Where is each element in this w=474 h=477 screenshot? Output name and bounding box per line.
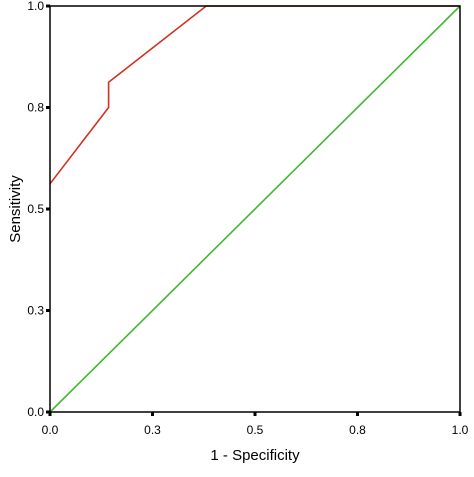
y-tick-label: 0.5 — [27, 202, 44, 216]
x-tick-label: 0.3 — [144, 423, 161, 437]
y-tick-label: 0.0 — [27, 405, 44, 419]
y-tick-label: 0.3 — [27, 304, 44, 318]
x-tick-label: 0.8 — [349, 423, 366, 437]
series-line-2 — [49, 5, 461, 413]
chart-marks — [49, 5, 461, 413]
series-line-1 — [49, 5, 460, 185]
x-axis-title: 1 - Specificity — [210, 447, 300, 464]
x-tick-label: 0.0 — [42, 423, 59, 437]
y-axis-title: Sensitivity — [7, 175, 24, 243]
axis-ticks: 0.0 0.3 0.5 0.8 1.0 0.0 0.3 0.5 0.8 1.0 — [27, 0, 468, 437]
x-tick-label: 1.0 — [452, 423, 469, 437]
y-tick-label: 0.8 — [27, 101, 44, 115]
x-tick-label: 0.5 — [247, 423, 264, 437]
y-tick-label: 1.0 — [27, 0, 44, 13]
